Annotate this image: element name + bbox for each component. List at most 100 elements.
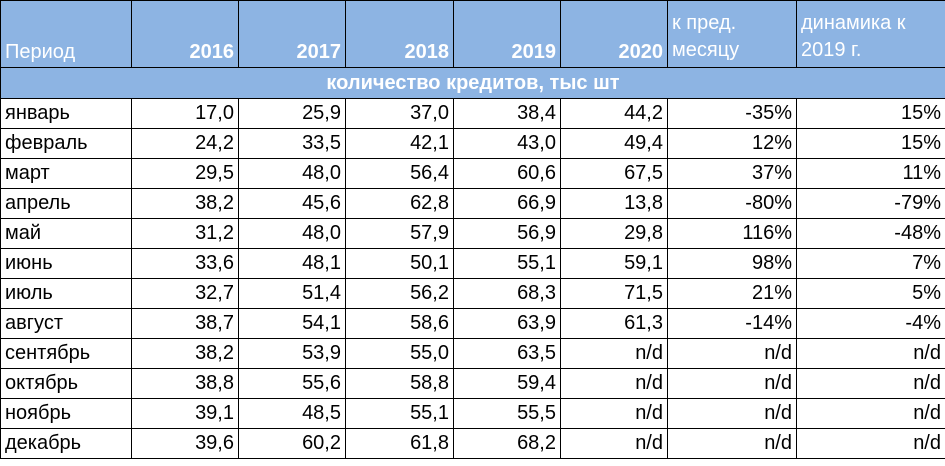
header-2016[interactable]: 2016	[131, 0, 239, 68]
month-cell[interactable]: сентябрь	[0, 338, 132, 369]
value-2019-cell[interactable]: 43,0	[453, 128, 561, 159]
value-2019-cell[interactable]: 63,9	[453, 308, 561, 339]
header-2018[interactable]: 2018	[345, 0, 454, 68]
value-2017-cell[interactable]: 60,2	[238, 428, 346, 459]
value-yoy-cell[interactable]: 15%	[796, 128, 945, 159]
value-2016-cell[interactable]: 38,2	[131, 338, 239, 369]
value-mom-cell[interactable]: 98%	[667, 248, 797, 279]
value-2017-cell[interactable]: 53,9	[238, 338, 346, 369]
value-2016-cell[interactable]: 33,6	[131, 248, 239, 279]
value-2016-cell[interactable]: 31,2	[131, 218, 239, 249]
value-2019-cell[interactable]: 63,5	[453, 338, 561, 369]
value-2019-cell[interactable]: 60,6	[453, 158, 561, 189]
header-yoy[interactable]: динамика к 2019 г.	[796, 0, 945, 68]
value-yoy-cell[interactable]: 15%	[796, 98, 945, 129]
value-mom-cell[interactable]: 21%	[667, 278, 797, 309]
value-2019-cell[interactable]: 68,2	[453, 428, 561, 459]
value-2017-cell[interactable]: 55,6	[238, 368, 346, 399]
value-mom-cell[interactable]: 116%	[667, 218, 797, 249]
value-2017-cell[interactable]: 54,1	[238, 308, 346, 339]
month-cell[interactable]: июнь	[0, 248, 132, 279]
value-yoy-cell[interactable]: -48%	[796, 218, 945, 249]
value-2016-cell[interactable]: 38,2	[131, 188, 239, 219]
value-2017-cell[interactable]: 48,0	[238, 158, 346, 189]
month-cell[interactable]: август	[0, 308, 132, 339]
value-2020-cell[interactable]: 59,1	[560, 248, 668, 279]
value-2016-cell[interactable]: 38,7	[131, 308, 239, 339]
value-2020-cell[interactable]: 13,8	[560, 188, 668, 219]
value-yoy-cell[interactable]: 11%	[796, 158, 945, 189]
value-mom-cell[interactable]: n/d	[667, 368, 797, 399]
value-2016-cell[interactable]: 32,7	[131, 278, 239, 309]
value-2019-cell[interactable]: 68,3	[453, 278, 561, 309]
value-2020-cell[interactable]: 67,5	[560, 158, 668, 189]
value-2016-cell[interactable]: 24,2	[131, 128, 239, 159]
value-2018-cell[interactable]: 57,9	[345, 218, 454, 249]
month-cell[interactable]: декабрь	[0, 428, 132, 459]
value-2019-cell[interactable]: 55,1	[453, 248, 561, 279]
value-2020-cell[interactable]: 71,5	[560, 278, 668, 309]
value-mom-cell[interactable]: -35%	[667, 98, 797, 129]
value-yoy-cell[interactable]: n/d	[796, 428, 945, 459]
value-2017-cell[interactable]: 51,4	[238, 278, 346, 309]
value-yoy-cell[interactable]: n/d	[796, 338, 945, 369]
value-2019-cell[interactable]: 38,4	[453, 98, 561, 129]
month-cell[interactable]: февраль	[0, 128, 132, 159]
value-2016-cell[interactable]: 39,1	[131, 398, 239, 429]
header-2020[interactable]: 2020	[560, 0, 668, 68]
header-2017[interactable]: 2017	[238, 0, 346, 68]
value-mom-cell[interactable]: -80%	[667, 188, 797, 219]
value-2019-cell[interactable]: 56,9	[453, 218, 561, 249]
value-yoy-cell[interactable]: 5%	[796, 278, 945, 309]
value-2018-cell[interactable]: 42,1	[345, 128, 454, 159]
month-cell[interactable]: март	[0, 158, 132, 189]
value-2019-cell[interactable]: 55,5	[453, 398, 561, 429]
value-mom-cell[interactable]: 37%	[667, 158, 797, 189]
value-2016-cell[interactable]: 29,5	[131, 158, 239, 189]
header-2019[interactable]: 2019	[453, 0, 561, 68]
value-2018-cell[interactable]: 61,8	[345, 428, 454, 459]
value-yoy-cell[interactable]: -79%	[796, 188, 945, 219]
value-2016-cell[interactable]: 38,8	[131, 368, 239, 399]
value-yoy-cell[interactable]: n/d	[796, 398, 945, 429]
value-mom-cell[interactable]: 12%	[667, 128, 797, 159]
value-2017-cell[interactable]: 48,0	[238, 218, 346, 249]
value-2020-cell[interactable]: n/d	[560, 338, 668, 369]
value-mom-cell[interactable]: n/d	[667, 338, 797, 369]
header-mom[interactable]: к пред. месяцу	[667, 0, 797, 68]
value-2016-cell[interactable]: 39,6	[131, 428, 239, 459]
value-2020-cell[interactable]: n/d	[560, 368, 668, 399]
month-cell[interactable]: июль	[0, 278, 132, 309]
value-2018-cell[interactable]: 56,4	[345, 158, 454, 189]
value-2018-cell[interactable]: 50,1	[345, 248, 454, 279]
value-2017-cell[interactable]: 45,6	[238, 188, 346, 219]
value-2020-cell[interactable]: 44,2	[560, 98, 668, 129]
value-yoy-cell[interactable]: n/d	[796, 368, 945, 399]
value-2017-cell[interactable]: 48,1	[238, 248, 346, 279]
value-2020-cell[interactable]: 61,3	[560, 308, 668, 339]
value-2018-cell[interactable]: 55,1	[345, 398, 454, 429]
value-2018-cell[interactable]: 58,6	[345, 308, 454, 339]
month-cell[interactable]: январь	[0, 98, 132, 129]
value-mom-cell[interactable]: n/d	[667, 398, 797, 429]
value-2018-cell[interactable]: 56,2	[345, 278, 454, 309]
value-2020-cell[interactable]: 49,4	[560, 128, 668, 159]
value-2018-cell[interactable]: 37,0	[345, 98, 454, 129]
month-cell[interactable]: октябрь	[0, 368, 132, 399]
value-2016-cell[interactable]: 17,0	[131, 98, 239, 129]
value-2017-cell[interactable]: 25,9	[238, 98, 346, 129]
value-2017-cell[interactable]: 48,5	[238, 398, 346, 429]
value-2020-cell[interactable]: 29,8	[560, 218, 668, 249]
value-2020-cell[interactable]: n/d	[560, 398, 668, 429]
value-yoy-cell[interactable]: -4%	[796, 308, 945, 339]
value-2019-cell[interactable]: 66,9	[453, 188, 561, 219]
month-cell[interactable]: ноябрь	[0, 398, 132, 429]
value-2019-cell[interactable]: 59,4	[453, 368, 561, 399]
value-2018-cell[interactable]: 58,8	[345, 368, 454, 399]
value-yoy-cell[interactable]: 7%	[796, 248, 945, 279]
month-cell[interactable]: май	[0, 218, 132, 249]
value-2018-cell[interactable]: 62,8	[345, 188, 454, 219]
value-2018-cell[interactable]: 55,0	[345, 338, 454, 369]
value-mom-cell[interactable]: -14%	[667, 308, 797, 339]
header-period[interactable]: Период	[0, 0, 132, 68]
